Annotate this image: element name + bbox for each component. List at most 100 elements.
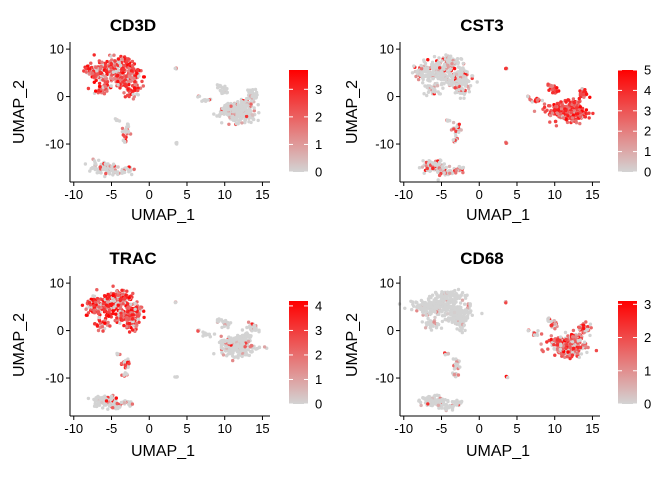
cell-point xyxy=(532,109,537,114)
cell-point xyxy=(454,171,458,175)
cell-point xyxy=(101,329,105,333)
cell-point xyxy=(120,75,124,80)
cell-point xyxy=(430,60,435,64)
cell-point xyxy=(136,314,141,318)
cell-point xyxy=(460,330,464,335)
cell-point xyxy=(574,335,578,339)
cell-point xyxy=(251,117,255,122)
cell-point xyxy=(240,113,245,118)
cell-point xyxy=(440,403,444,408)
cell-point xyxy=(455,57,460,61)
cell-point xyxy=(456,295,461,299)
cell-point xyxy=(120,318,124,322)
cell-point xyxy=(115,405,119,409)
cell-point xyxy=(106,166,110,170)
cell-point xyxy=(131,92,135,97)
cell-point xyxy=(104,171,108,176)
cell-point xyxy=(130,313,134,317)
x-tick-label: 5 xyxy=(183,187,190,202)
cell-point xyxy=(133,83,138,87)
cell-point xyxy=(115,316,119,320)
cell-point xyxy=(437,56,441,60)
colorbar xyxy=(618,70,637,172)
cell-point xyxy=(549,319,553,324)
cell-point xyxy=(450,408,455,412)
cell-point xyxy=(140,79,144,84)
cell-point xyxy=(202,98,207,102)
cell-point xyxy=(120,126,125,131)
cell-point xyxy=(553,108,557,112)
cell-point xyxy=(475,80,479,84)
cell-point xyxy=(452,372,457,377)
cell-point xyxy=(117,61,121,65)
cell-point xyxy=(122,67,126,72)
cell-point xyxy=(539,342,543,346)
cell-point xyxy=(459,326,464,331)
cell-point xyxy=(116,73,120,78)
cell-point xyxy=(450,77,455,82)
x-tick-label: -5 xyxy=(106,187,118,202)
cell-point xyxy=(434,402,438,406)
cell-point xyxy=(460,166,464,170)
cell-point xyxy=(591,111,595,116)
cell-point xyxy=(577,96,581,101)
cell-point xyxy=(97,315,102,320)
cell-point xyxy=(245,103,249,107)
cell-point xyxy=(548,120,552,124)
x-tick-label: -10 xyxy=(394,421,413,436)
cell-point xyxy=(468,84,473,88)
x-axis-label: UMAP_1 xyxy=(131,443,195,460)
cell-point xyxy=(582,340,587,344)
cell-point xyxy=(121,71,125,75)
cell-point xyxy=(243,345,247,349)
cell-point xyxy=(127,361,131,366)
cell-point xyxy=(252,109,256,113)
cell-point xyxy=(574,106,578,110)
cell-point xyxy=(563,330,568,335)
cell-point xyxy=(119,314,123,318)
cell-point xyxy=(450,62,454,66)
cell-point xyxy=(134,321,139,326)
cell-point xyxy=(410,307,414,312)
cell-point xyxy=(112,53,116,57)
cell-point xyxy=(127,94,131,98)
cell-point xyxy=(135,92,139,96)
cell-point xyxy=(123,139,127,144)
cell-point xyxy=(438,92,442,96)
cell-point xyxy=(559,342,563,346)
cell-point xyxy=(410,71,415,75)
cell-point xyxy=(90,71,95,75)
cell-point xyxy=(109,394,114,398)
cell-point xyxy=(451,400,455,404)
x-tick-label: -5 xyxy=(436,421,448,436)
cell-point xyxy=(240,102,244,106)
cell-point xyxy=(581,323,586,327)
cell-point xyxy=(105,296,110,301)
cell-point xyxy=(443,317,447,322)
cell-point xyxy=(424,321,428,325)
colorbar-tick-label: 0 xyxy=(644,397,651,412)
cell-point xyxy=(236,102,240,107)
cell-point xyxy=(130,328,135,332)
cell-point xyxy=(119,54,123,59)
y-tick-label: -10 xyxy=(375,137,394,152)
cell-point xyxy=(587,111,591,115)
cell-point xyxy=(100,60,104,64)
cell-point xyxy=(240,121,244,125)
cell-point xyxy=(97,158,101,162)
cell-point xyxy=(125,306,129,310)
cell-point xyxy=(565,355,569,359)
cell-point xyxy=(252,96,257,101)
cell-point xyxy=(121,170,126,174)
x-axis-label: UMAP_1 xyxy=(466,207,530,224)
cell-point xyxy=(218,83,222,88)
x-axis-label: UMAP_1 xyxy=(131,207,195,224)
cell-point xyxy=(571,328,576,333)
cell-point xyxy=(455,82,459,87)
cell-point xyxy=(547,88,551,92)
cell-point xyxy=(92,304,96,308)
cell-point xyxy=(460,71,464,76)
cell-point xyxy=(574,119,578,123)
colorbar-tick-label: 1 xyxy=(315,372,322,387)
